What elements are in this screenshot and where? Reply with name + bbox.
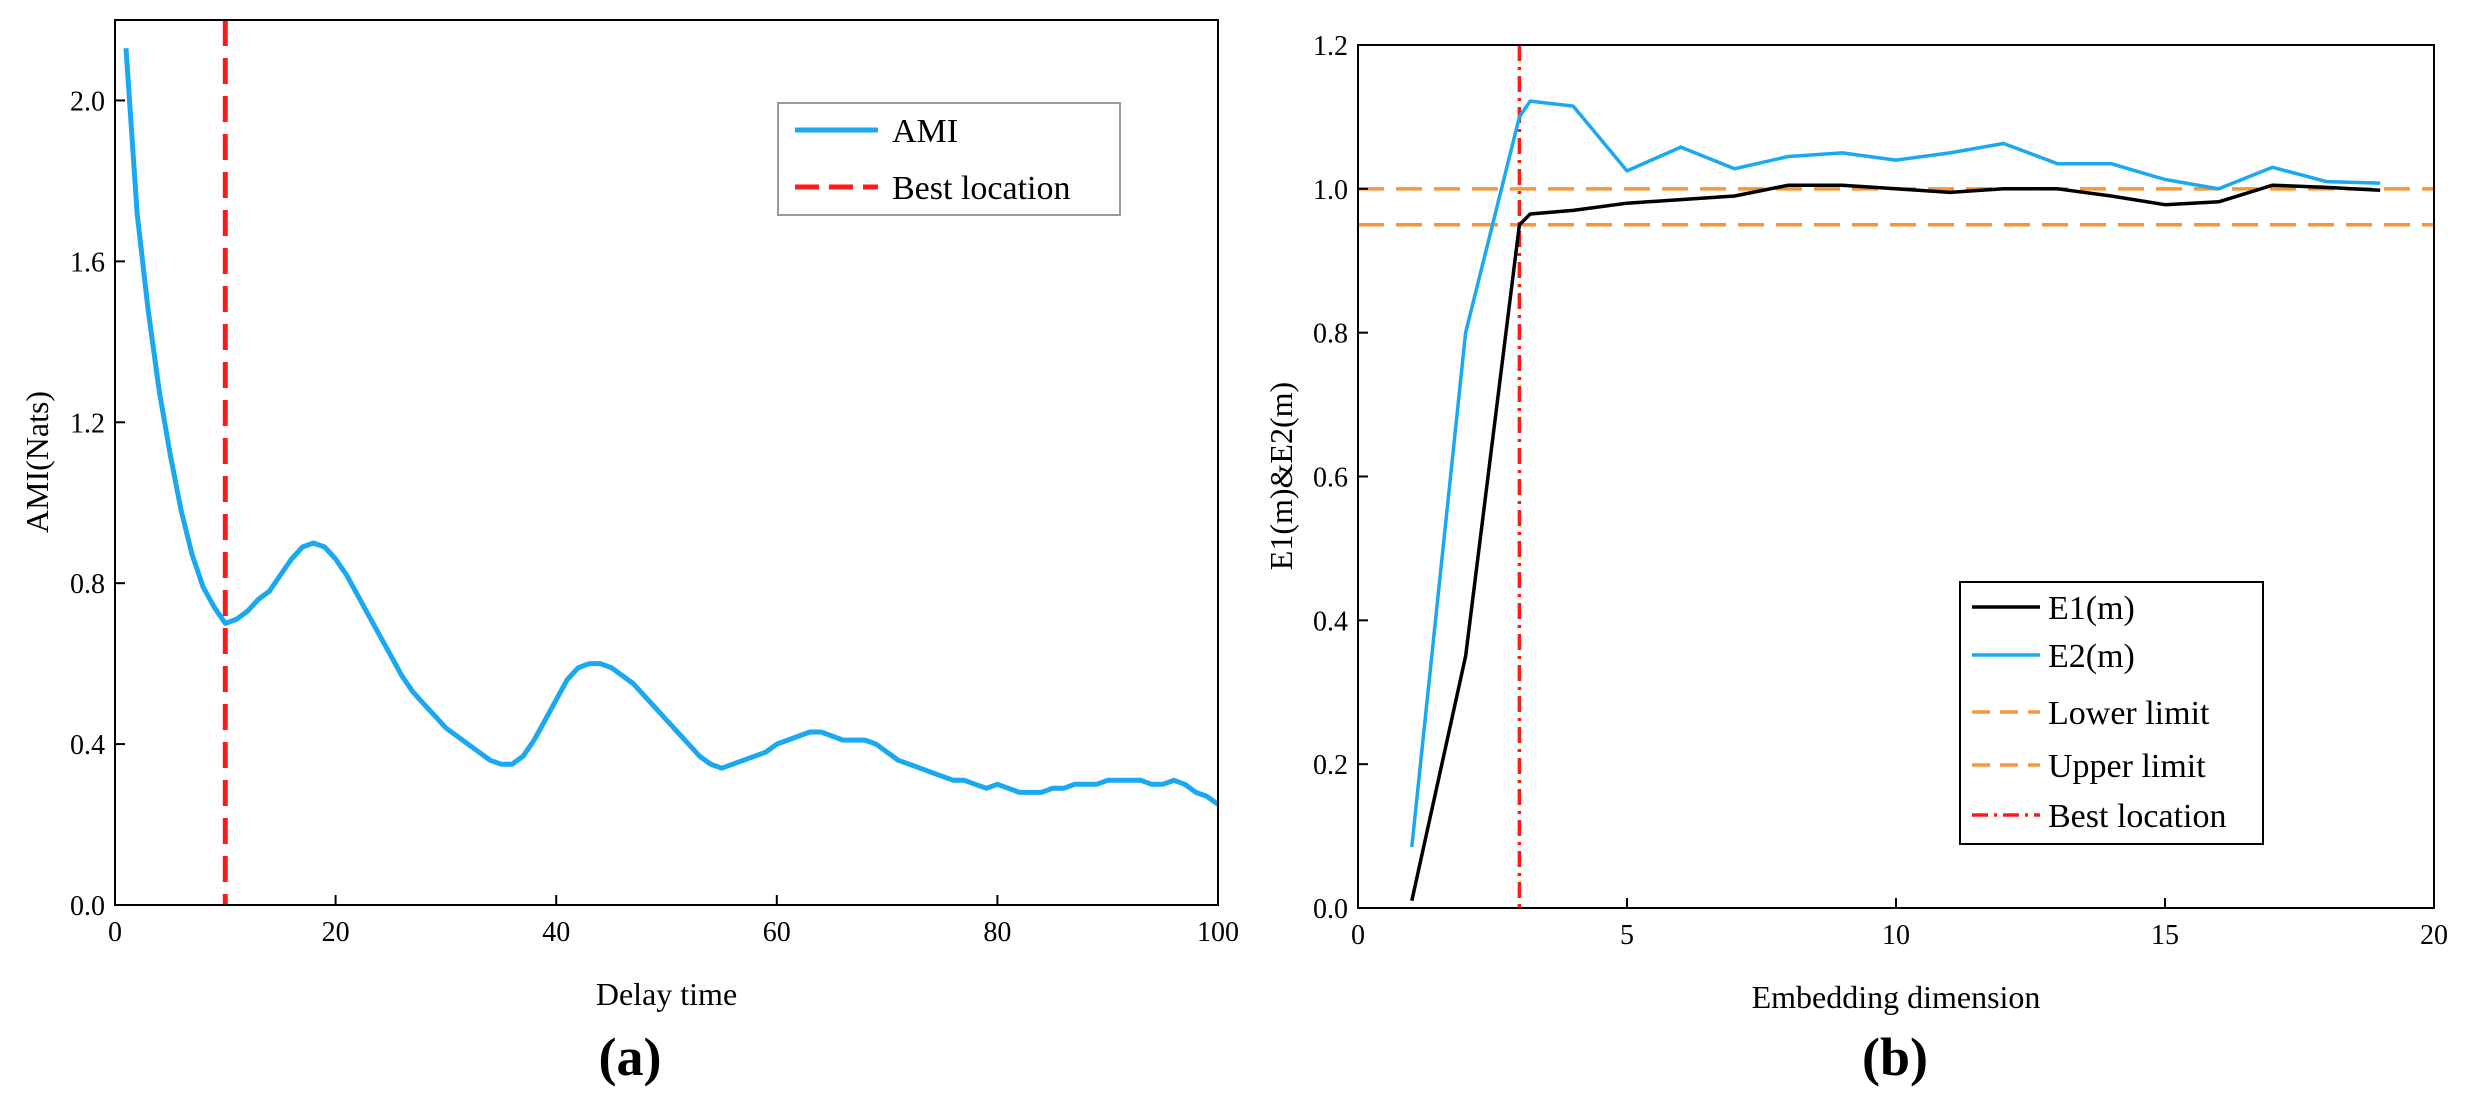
panel-b: 0 5 10 15 20 0.0 0.2 0.4 0.6 0.8 1.0 1.2 Embedding … xyxy=(1263,31,2448,1087)
b-ytick-label: 0.2 xyxy=(1313,750,1348,781)
b-ytick-label: 0.8 xyxy=(1313,319,1348,350)
b-series-e1-m xyxy=(1410,183,2381,902)
a-ylabel: AMI(Nats) xyxy=(19,391,55,533)
a-xtick-label: 60 xyxy=(763,917,791,948)
a-plot-area xyxy=(123,20,1220,905)
a-legend: AMI Best location xyxy=(777,102,1121,216)
a-panel-label: (a) xyxy=(599,1027,662,1087)
b-panel-label: (b) xyxy=(1862,1027,1928,1087)
b-ytick-label: 0.4 xyxy=(1313,606,1348,637)
b-xtick-label: 10 xyxy=(1882,920,1910,951)
a-ytick-label: 1.6 xyxy=(70,247,105,278)
a-axes-frame xyxy=(114,19,1219,906)
b-xtick-label: 20 xyxy=(2420,920,2448,951)
a-xtick-label: 80 xyxy=(983,917,1011,948)
b-xtick-label: 15 xyxy=(2151,920,2179,951)
b-xtick-label: 5 xyxy=(1620,920,1634,951)
b-ytick-label: 1.0 xyxy=(1313,175,1348,206)
a-series-ami xyxy=(123,48,1220,807)
a-legend-label-best-location: Best location xyxy=(892,170,1070,207)
a-xlabel: Delay time xyxy=(596,976,737,1012)
a-ticks: 0 20 40 60 80 100 0.0 0.4 0.8 1.2 1.6 2.0 xyxy=(70,86,1239,948)
b-ylabel: E1(m)&E2(m) xyxy=(1263,382,1299,570)
b-series-e2-m xyxy=(1410,99,2381,848)
a-ytick-label: 0.4 xyxy=(70,730,105,761)
b-ytick-label: 0.6 xyxy=(1313,463,1348,494)
b-xlabel: Embedding dimension xyxy=(1752,979,2041,1015)
b-legend-label-upper-limit: Upper limit xyxy=(2048,748,2206,785)
a-ytick-label: 0.8 xyxy=(70,569,105,600)
b-legend-label-e2: E2(m) xyxy=(2048,638,2135,675)
a-ytick-label: 1.2 xyxy=(70,408,105,439)
b-legend-label-e1: E1(m) xyxy=(2048,590,2135,627)
b-legend-label-lower-limit: Lower limit xyxy=(2048,695,2210,732)
b-legend-label-best-location: Best location xyxy=(2048,798,2226,835)
b-xtick-label: 0 xyxy=(1351,920,1365,951)
b-legend: E1(m) E2(m) Lower limit Upper limit Best… xyxy=(1959,581,2264,845)
a-ytick-label: 2.0 xyxy=(70,86,105,117)
a-legend-box xyxy=(777,102,1121,216)
b-ticks: 0 5 10 15 20 0.0 0.2 0.4 0.6 0.8 1.0 1.2 xyxy=(1313,31,2448,951)
b-ytick-label: 1.2 xyxy=(1313,31,1348,62)
a-xtick-label: 100 xyxy=(1197,917,1239,948)
a-xtick-label: 20 xyxy=(322,917,350,948)
a-ytick-label: 0.0 xyxy=(70,891,105,922)
panel-a: 0 20 40 60 80 100 0.0 0.4 0.8 1.2 1.6 2.0 Delay tim… xyxy=(19,19,1239,1087)
b-ytick-label: 0.0 xyxy=(1313,894,1348,925)
a-xtick-label: 40 xyxy=(542,917,570,948)
a-legend-label-ami: AMI xyxy=(892,113,958,150)
a-xtick-label: 0 xyxy=(108,917,122,948)
b-plot-area xyxy=(1358,45,2434,908)
